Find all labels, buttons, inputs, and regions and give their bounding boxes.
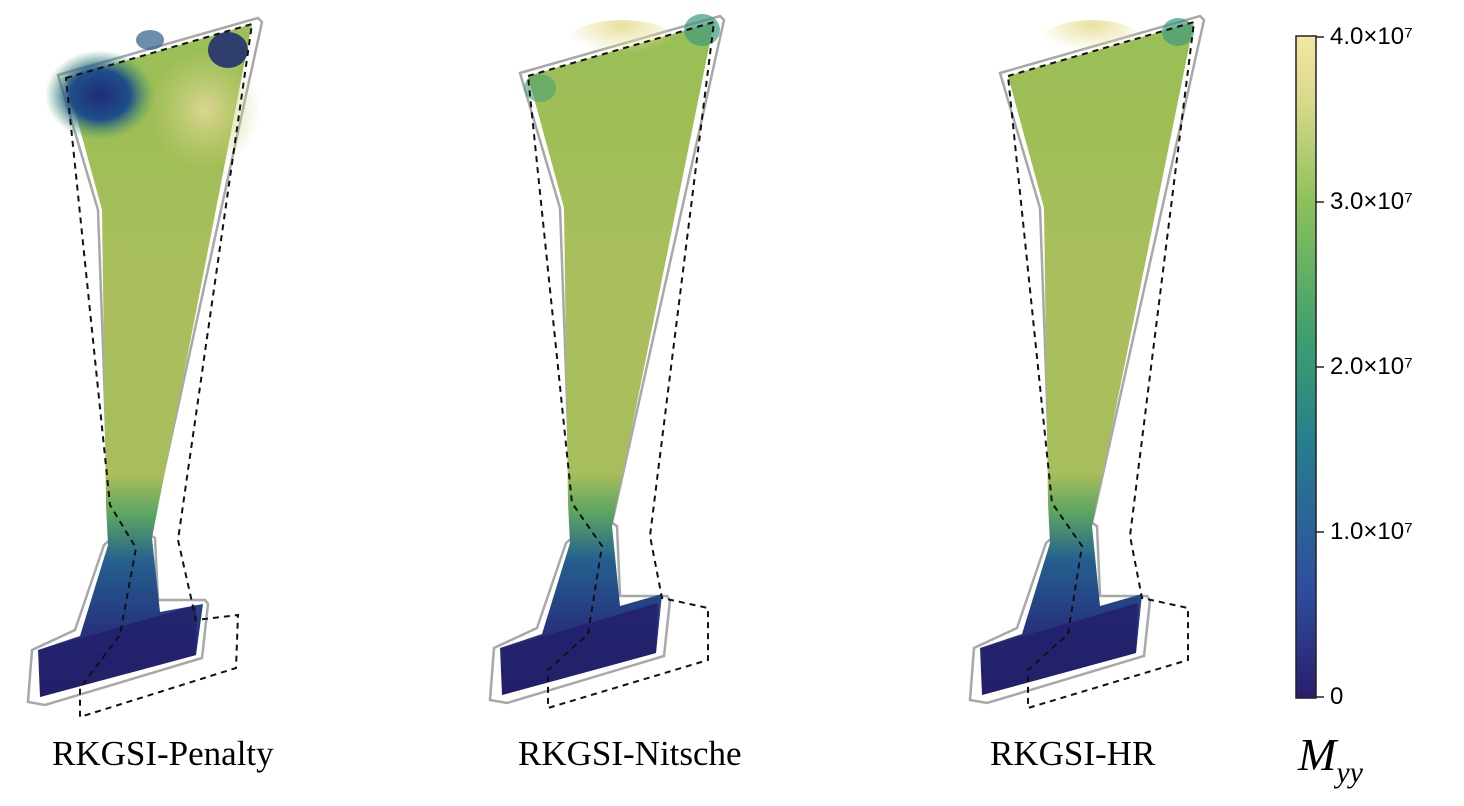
corner-region-nitsche-2 xyxy=(524,74,556,102)
low-region-penalty xyxy=(45,50,155,140)
colorbar-tick-label: 2.0×10⁷ xyxy=(1330,353,1413,380)
high-region-penalty xyxy=(150,50,260,170)
colorbar-tick-label: 1.0×10⁷ xyxy=(1330,518,1413,545)
colorbar-tick-label: 4.0×10⁷ xyxy=(1330,23,1413,50)
field-hr xyxy=(980,22,1194,695)
base-penalty xyxy=(40,605,196,697)
reference-outline-penalty xyxy=(64,22,254,719)
panel-nitsche xyxy=(488,14,726,710)
colorbar-ramp xyxy=(1296,36,1316,698)
high-region-nitsche xyxy=(562,20,682,76)
outline-hr xyxy=(968,14,1206,705)
field-penalty xyxy=(38,24,252,697)
caption-penalty: RKGSI-Penalty xyxy=(52,734,274,773)
colorbar-tick-label: 0 xyxy=(1330,683,1344,710)
high-region-hr xyxy=(1037,20,1147,72)
outline-penalty xyxy=(26,16,264,707)
base-hr xyxy=(982,603,1138,695)
corner-region-hr xyxy=(1162,18,1194,46)
colorbar xyxy=(1295,35,1324,699)
field-nitsche xyxy=(500,22,714,695)
colorbar-tick-label: 3.0×10⁷ xyxy=(1330,188,1413,215)
low-spot-penalty-2 xyxy=(136,30,164,50)
base-nitsche xyxy=(502,603,658,695)
colorbar-subscript: yy xyxy=(1336,756,1363,789)
colorbar-title: Myy xyxy=(1298,728,1363,789)
panel-hr xyxy=(968,14,1206,710)
reference-outline-hr xyxy=(1006,20,1196,710)
outline-nitsche xyxy=(488,14,726,705)
reference-outline-nitsche xyxy=(526,20,716,710)
caption-hr: RKGSI-HR xyxy=(990,734,1156,773)
colorbar-symbol: M xyxy=(1298,729,1337,780)
panel-penalty xyxy=(26,16,264,719)
low-spot-penalty xyxy=(208,32,248,68)
caption-nitsche: RKGSI-Nitsche xyxy=(518,734,742,773)
